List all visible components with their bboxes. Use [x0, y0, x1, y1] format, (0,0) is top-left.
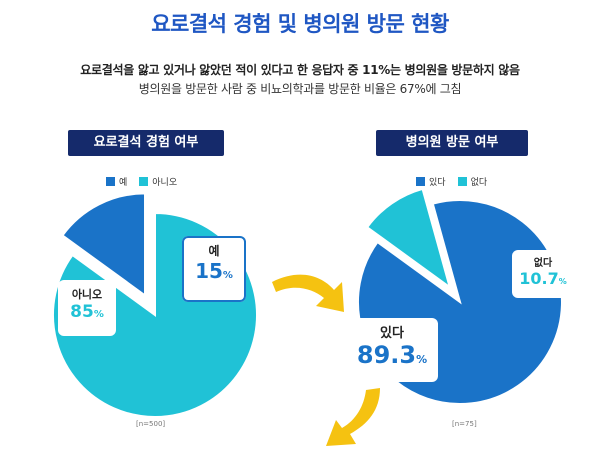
title-part1: 요로결석 경험 및 — [151, 12, 297, 36]
legend-swatch-yes — [106, 177, 115, 186]
callout-no: 아니오 85% — [58, 280, 116, 336]
callout-yes: 예 15% — [182, 236, 246, 302]
callout-visited-value: 89.3 — [356, 341, 417, 369]
left-n-note: [n=500] — [136, 420, 166, 428]
pie-slice-not-visited — [365, 187, 452, 290]
pie-slice-yes — [61, 192, 147, 298]
legend-item-not-visited: 없다 — [457, 175, 488, 188]
legend-label-no: 아니오 — [152, 178, 178, 188]
left-chart-title: 요로결석 경험 여부 — [68, 130, 224, 156]
page-title: 요로결석 경험 및 병의원 방문 현황 — [0, 8, 600, 38]
callout-yes-value: 15 — [195, 259, 223, 283]
subtitle-line2: 병의원을 방문한 사람 중 비뇨의학과를 방문한 비율은 67%에 그침 — [138, 82, 462, 96]
subtitle-line1: 요로결석을 앓고 있거나 앓았던 적이 있다고 한 응답자 중 11%는 병의원… — [80, 63, 520, 77]
legend-label-visited: 있다 — [429, 178, 446, 188]
legend-swatch-no — [139, 177, 149, 186]
legend-item-no: 아니오 — [139, 175, 177, 188]
legend-item-visited: 있다 — [416, 175, 446, 188]
legend-swatch-not-visited — [457, 177, 467, 186]
callout-visited: 있다 89.3% — [346, 318, 438, 382]
right-n-note: [n=75] — [452, 420, 477, 428]
legend-label-not-visited: 없다 — [470, 178, 488, 188]
title-part2: 병의원 방문 현황 — [303, 12, 449, 36]
callout-no-value: 85 — [70, 302, 94, 322]
callout-visited-label: 있다 — [380, 326, 404, 341]
callout-not-visited-value: 10.7 — [519, 269, 559, 288]
legend-label-yes: 예 — [119, 178, 128, 188]
callout-no-label: 아니오 — [71, 288, 103, 301]
callout-yes-unit: % — [222, 270, 233, 281]
callout-no-unit: % — [93, 309, 104, 320]
arrow-right-icon — [272, 274, 344, 312]
right-chart-title: 병의원 방문 여부 — [376, 130, 528, 156]
callout-not-visited-unit: % — [558, 277, 567, 286]
left-legend: 예 아니오 — [106, 175, 189, 188]
legend-item-yes: 예 — [106, 175, 127, 188]
arrow-down-icon — [326, 388, 380, 446]
legend-swatch-visited — [416, 177, 425, 186]
callout-yes-label: 예 — [208, 244, 220, 258]
callout-visited-unit: % — [416, 353, 428, 366]
callout-not-visited-label: 없다 — [533, 258, 553, 269]
right-legend: 있다 없다 — [416, 175, 499, 188]
callout-not-visited: 없다 10.7% — [512, 250, 574, 298]
